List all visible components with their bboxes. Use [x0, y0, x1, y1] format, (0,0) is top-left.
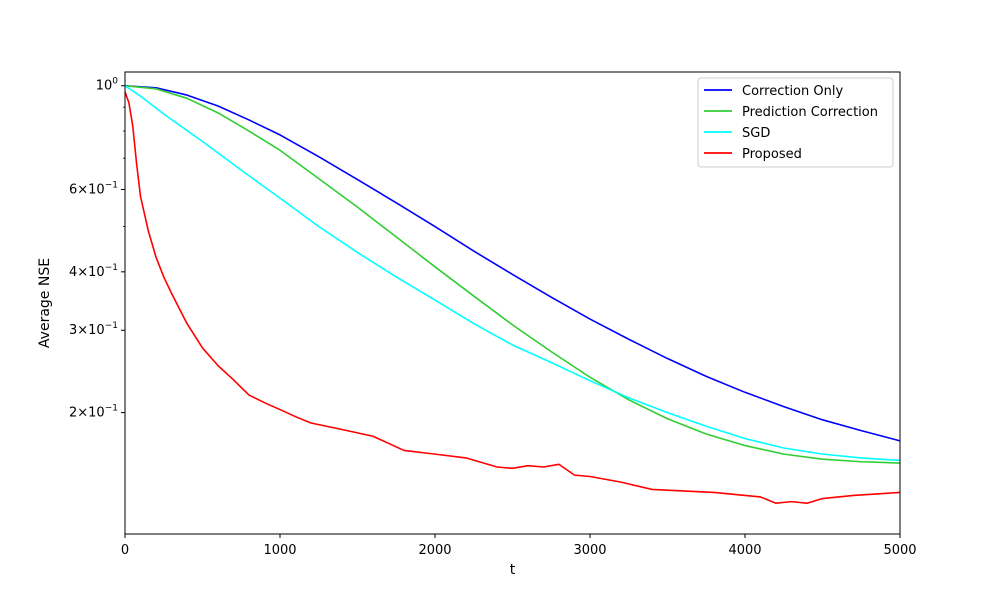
- series-line-correction-only: [124, 84, 901, 442]
- x-tick-label: 2000: [418, 543, 451, 558]
- x-tick-label: 1000: [263, 543, 296, 558]
- x-tick-label: 3000: [573, 543, 606, 558]
- y-axis-label: Average NSE: [37, 258, 53, 348]
- series-line-proposed: [124, 91, 901, 505]
- x-tick-label: 4000: [728, 543, 761, 558]
- legend: Correction Only Prediction Correction SGD P…: [697, 77, 894, 168]
- series-layer: [124, 84, 901, 505]
- series-line-sgd: [124, 85, 901, 462]
- legend-label: SGD: [742, 126, 770, 141]
- x-tick-label: 0: [121, 543, 129, 558]
- x-axis-label: t: [510, 562, 516, 578]
- legend-label: Proposed: [742, 147, 802, 162]
- x-tick-label: 5000: [883, 543, 916, 558]
- legend-box: [697, 77, 894, 168]
- legend-label: Prediction Correction: [742, 105, 878, 120]
- x-axis: 0 1000 2000 3000 4000 5000: [121, 534, 917, 558]
- series-line-prediction-correction: [124, 84, 901, 464]
- plot-frame: [124, 71, 901, 535]
- legend-label: Correction Only: [742, 84, 843, 99]
